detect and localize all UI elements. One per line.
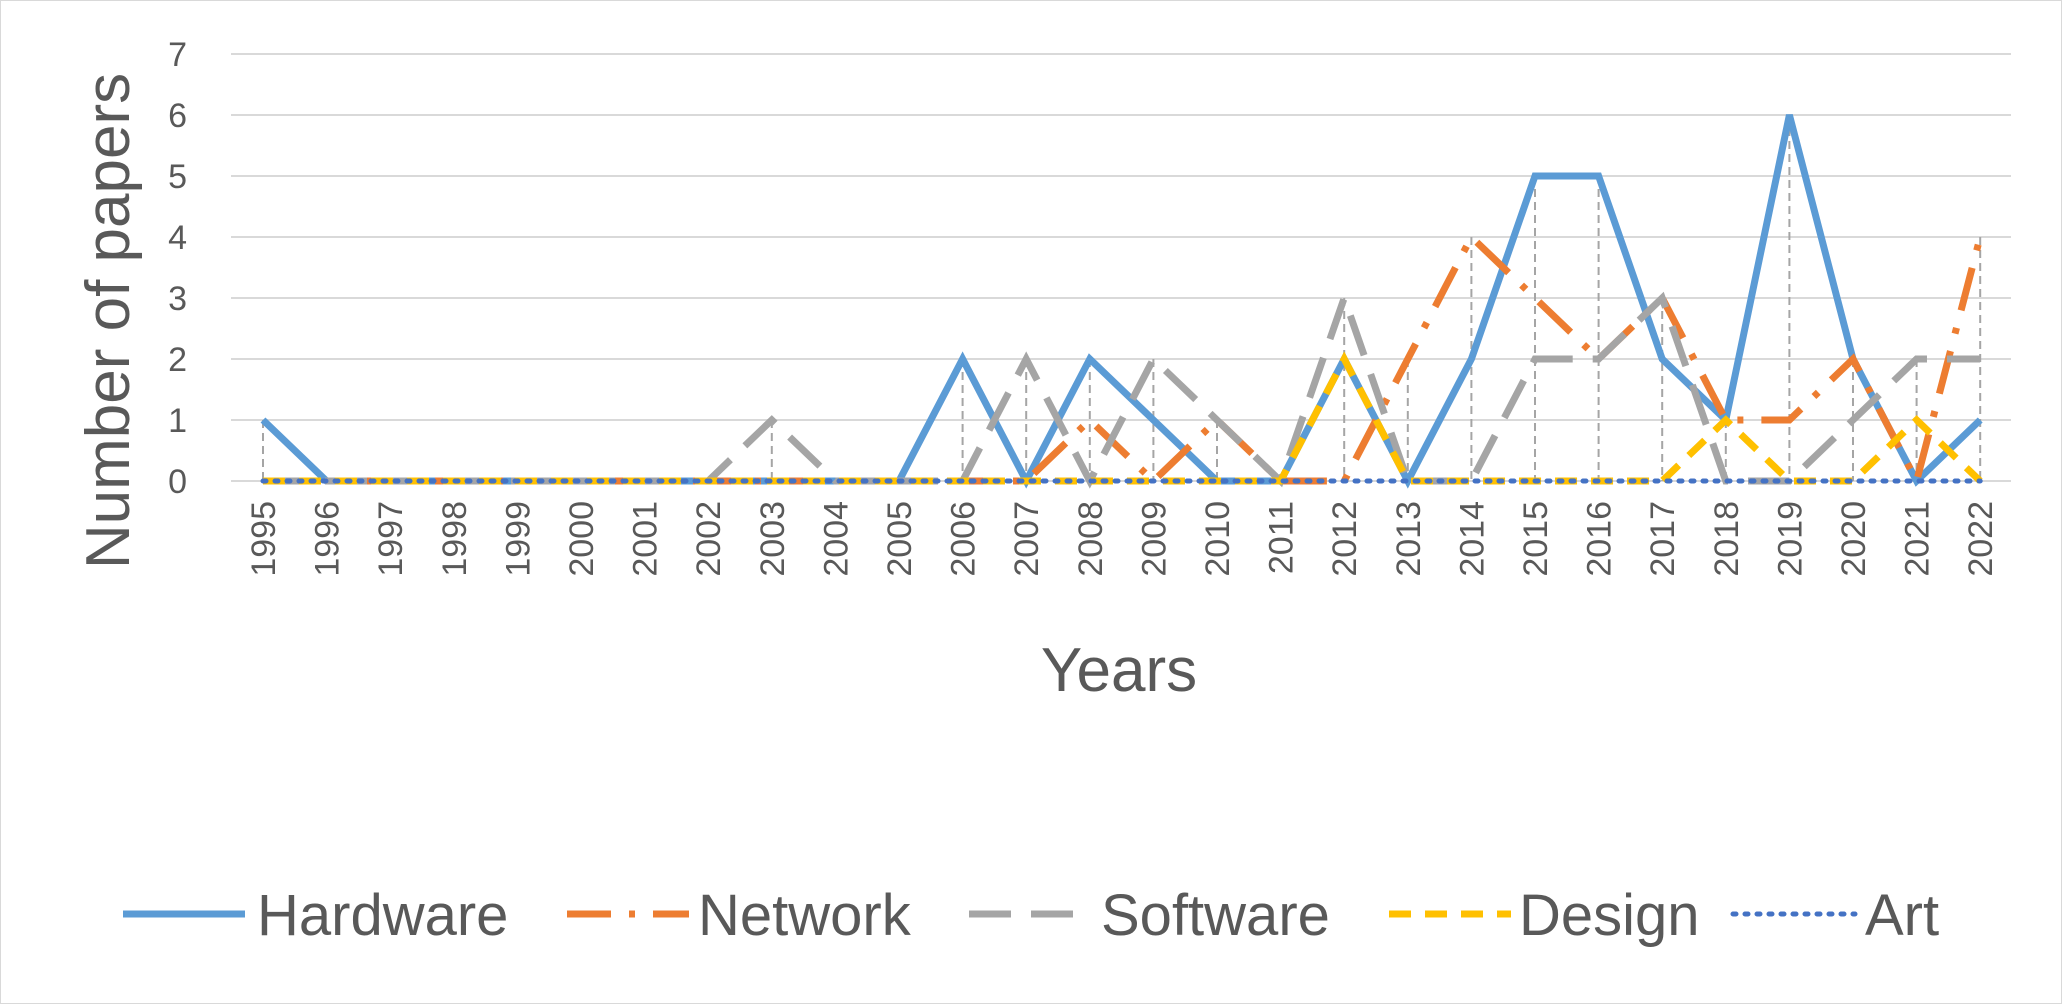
x-tick-label: 2001 (627, 501, 665, 577)
legend-label-software: Software (1101, 883, 1330, 948)
y-tick-label: 0 (168, 463, 187, 501)
y-tick-label: 7 (168, 36, 187, 74)
x-tick-label: 2008 (1072, 501, 1110, 577)
x-tick-label: 2015 (1517, 501, 1555, 577)
y-tick-label: 5 (168, 158, 187, 196)
legend-label-design: Design (1519, 883, 1700, 948)
x-tick-label: 2002 (690, 501, 728, 577)
y-tick-label: 4 (168, 219, 187, 257)
series-line-design (263, 351, 1983, 485)
series-lines (260, 114, 1984, 491)
y-tick-label: 1 (168, 402, 187, 440)
x-tick-label: 2004 (817, 501, 855, 577)
x-axis-title: Years (1041, 636, 1197, 705)
x-tick-label: 2018 (1708, 501, 1746, 577)
x-axis-ticks: 1995 1996 1997 1998 1999 2000 2001 2002 2003 2004… (245, 501, 2000, 577)
x-tick-label: 2010 (1199, 501, 1237, 577)
legend-label-art: Art (1865, 883, 1939, 948)
x-tick-label: 1995 (245, 501, 283, 577)
drop-lines (262, 115, 1982, 481)
x-tick-label: 2020 (1835, 501, 1873, 577)
x-tick-label: 2011 (1263, 501, 1301, 574)
x-tick-label: 2022 (1962, 501, 2000, 577)
x-tick-label: 2017 (1644, 501, 1682, 577)
y-axis-ticks: 0 1 2 3 4 5 6 7 (168, 36, 187, 501)
y-tick-label: 6 (168, 97, 187, 135)
legend-label-hardware: Hardware (257, 883, 508, 948)
x-tick-label: 2000 (563, 501, 601, 577)
x-tick-label: 2009 (1135, 501, 1173, 577)
x-tick-label: 1999 (499, 501, 537, 577)
x-tick-label: 2012 (1326, 501, 1364, 577)
x-tick-label: 2007 (1008, 501, 1046, 577)
legend-label-network: Network (698, 883, 912, 948)
x-tick-label: 2019 (1771, 501, 1809, 577)
x-tick-label: 1996 (309, 501, 347, 577)
x-tick-label: 1997 (372, 501, 410, 577)
x-tick-label: 2003 (754, 501, 792, 577)
x-tick-label: 2005 (881, 501, 919, 577)
y-tick-label: 3 (168, 280, 187, 318)
legend: Hardware Network Software Design Art (123, 883, 1939, 948)
y-axis-title: Number of papers (74, 73, 143, 569)
y-tick-label: 2 (168, 341, 187, 379)
x-tick-label: 2021 (1899, 501, 1937, 577)
x-tick-label: 2013 (1390, 501, 1428, 577)
grid-lines (231, 53, 2011, 482)
x-tick-label: 1998 (436, 501, 474, 577)
x-tick-label: 2014 (1453, 501, 1491, 577)
x-tick-label: 2006 (945, 501, 983, 577)
x-tick-label: 2016 (1581, 501, 1619, 577)
